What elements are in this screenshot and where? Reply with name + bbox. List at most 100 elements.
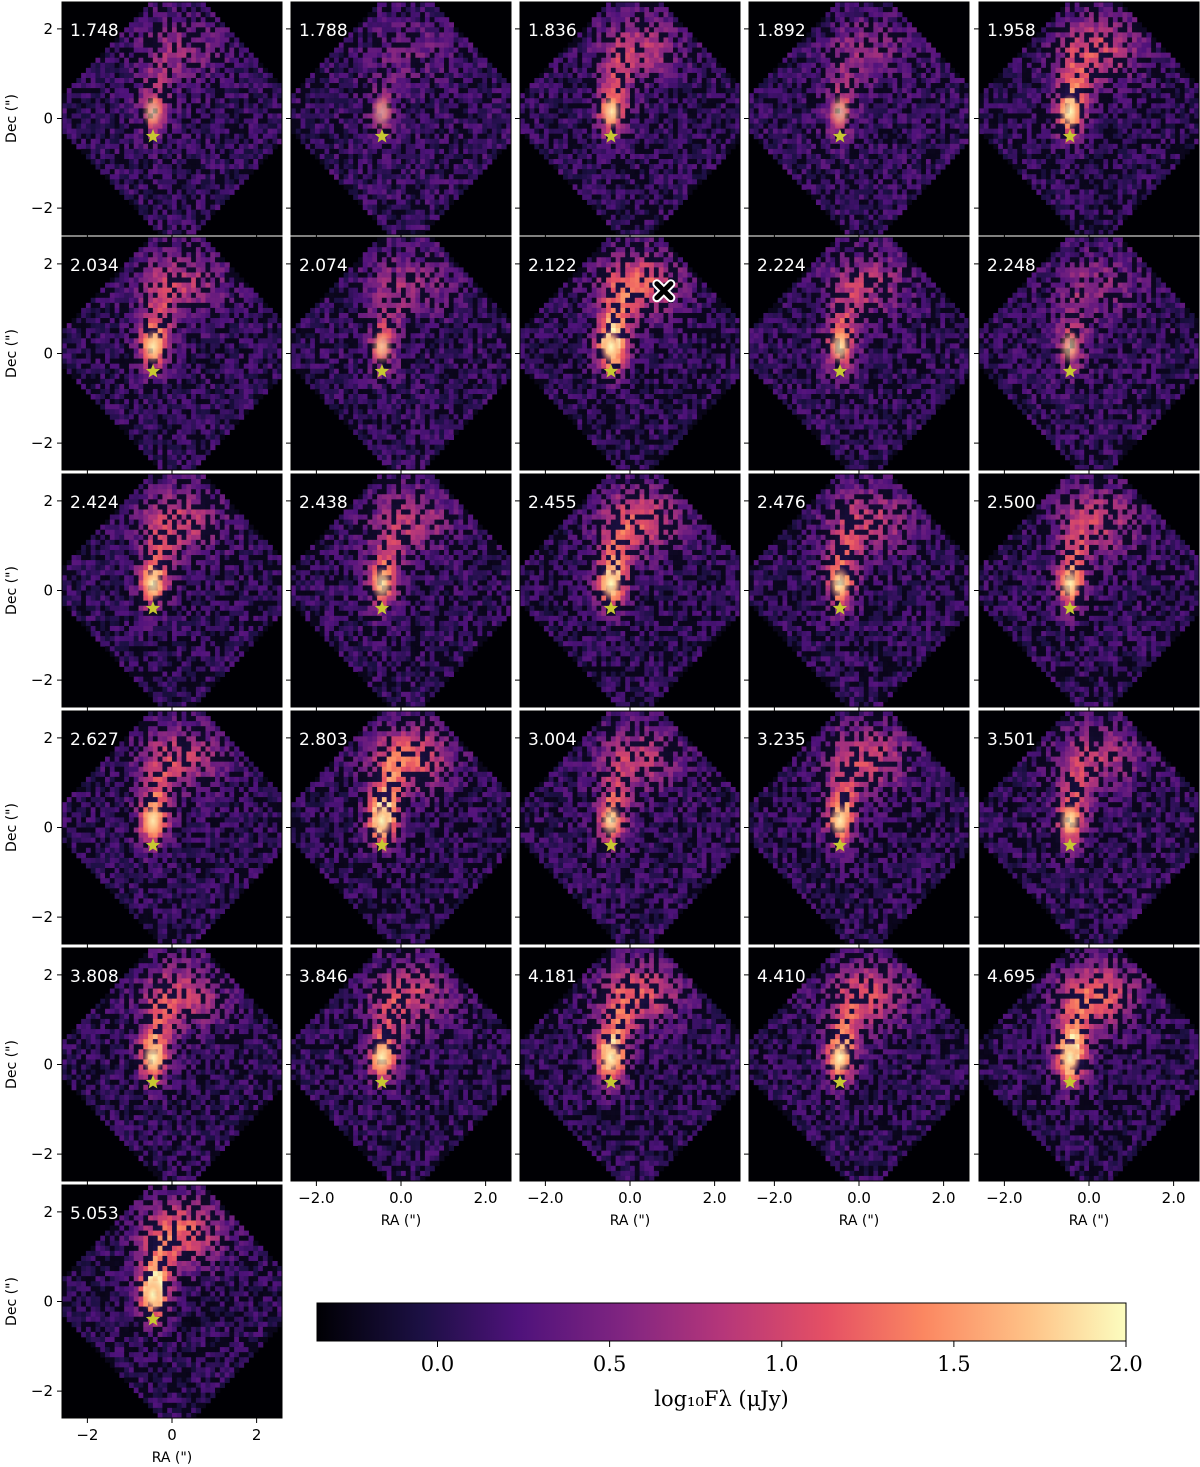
panel-1.836: 1.836 bbox=[515, 1, 741, 240]
flux-map bbox=[520, 237, 740, 470]
panel-label: 1.788 bbox=[299, 21, 348, 41]
star-marker bbox=[603, 837, 619, 852]
panel-label: 2.034 bbox=[70, 256, 119, 276]
panel-2.803: 2.803 bbox=[286, 710, 512, 949]
panel-2.248: 2.248 bbox=[974, 236, 1200, 475]
colorbar: 0.0 0.5 1.0 1.5 2.0 log₁₀Fλ (μJy) bbox=[316, 1302, 1143, 1411]
star-marker bbox=[1062, 1074, 1078, 1089]
panel-label: 2.476 bbox=[757, 493, 806, 513]
x-tick-label: −2.0 bbox=[756, 1189, 792, 1207]
flux-map bbox=[291, 2, 511, 235]
panel-1.892: 1.892 bbox=[744, 1, 970, 240]
panel-1.788: 1.788 bbox=[286, 1, 512, 240]
panel-2.438: 2.438 bbox=[286, 473, 512, 712]
panel-label: 2.438 bbox=[299, 493, 348, 513]
x-tick-label: −2.0 bbox=[298, 1189, 334, 1207]
y-axis-label: Dec (") bbox=[4, 1277, 20, 1326]
star-marker bbox=[374, 837, 390, 852]
star-marker bbox=[1062, 600, 1078, 615]
nucleus-emission bbox=[599, 93, 622, 130]
panel-2.424: 2.424 2 0 −2 Dec (") bbox=[4, 473, 283, 712]
star-marker bbox=[145, 600, 161, 615]
flux-map bbox=[520, 2, 740, 235]
star-marker bbox=[1062, 128, 1078, 143]
flux-map bbox=[62, 1185, 282, 1418]
x-axis-label: RA (") bbox=[610, 1213, 651, 1229]
flux-map bbox=[979, 237, 1199, 470]
star-marker bbox=[603, 128, 619, 143]
y-tick-label: −2 bbox=[31, 1382, 53, 1400]
y-tick-label: 0 bbox=[43, 1293, 53, 1311]
star-marker bbox=[832, 837, 848, 852]
colorbar-tick-label: 1.0 bbox=[765, 1352, 798, 1376]
panel-4.695: 4.695 −2.0 0.0 2.0 RA (") bbox=[974, 947, 1200, 1229]
nucleus-emission bbox=[828, 565, 851, 602]
panel-label: 2.248 bbox=[987, 256, 1036, 276]
flux-map bbox=[979, 2, 1199, 235]
nucleus-emission bbox=[1058, 328, 1081, 365]
panel-5.053: 5.053 2 0 −2 Dec (") −2 0 2 RA (") bbox=[4, 1184, 283, 1466]
star-marker bbox=[374, 600, 390, 615]
panel-label: 2.122 bbox=[528, 256, 577, 276]
colorbar-gradient bbox=[316, 1302, 1127, 1342]
star-marker bbox=[603, 1074, 619, 1089]
x-tick-label: 2 bbox=[252, 1426, 262, 1444]
panel-label: 3.808 bbox=[70, 967, 119, 987]
star-marker bbox=[832, 600, 848, 615]
x-axis-label: RA (") bbox=[381, 1213, 422, 1229]
x-tick-label: 2.0 bbox=[703, 1189, 727, 1207]
star-marker bbox=[145, 837, 161, 852]
x-tick-label: 0.0 bbox=[1077, 1189, 1101, 1207]
panel-label: 1.892 bbox=[757, 21, 806, 41]
y-tick-label: −2 bbox=[31, 671, 53, 689]
cross-marker bbox=[652, 279, 676, 303]
panel-3.501: 3.501 bbox=[974, 710, 1200, 949]
nucleus-emission bbox=[370, 328, 393, 365]
x-tick-label: 2.0 bbox=[474, 1189, 498, 1207]
panel-2.224: 2.224 bbox=[744, 236, 970, 475]
star-marker bbox=[832, 128, 848, 143]
x-axis-label: RA (") bbox=[152, 1450, 193, 1466]
panel-label: 1.958 bbox=[987, 21, 1036, 41]
star-marker bbox=[832, 1074, 848, 1089]
flux-map bbox=[520, 948, 740, 1181]
nucleus-emission bbox=[1058, 565, 1081, 602]
panel-label: 3.846 bbox=[299, 967, 348, 987]
panel-3.846: 3.846 −2.0 0.0 2.0 RA (") bbox=[286, 947, 512, 1229]
flux-map bbox=[749, 2, 969, 235]
panel-label: 2.627 bbox=[70, 730, 119, 750]
flux-map bbox=[62, 2, 282, 235]
y-tick-label: 2 bbox=[43, 966, 53, 984]
colorbar-label: log₁₀Fλ (μJy) bbox=[654, 1387, 789, 1411]
y-tick-label: 2 bbox=[43, 729, 53, 747]
y-tick-label: −2 bbox=[31, 908, 53, 926]
flux-map bbox=[291, 948, 511, 1181]
flux-map bbox=[62, 474, 282, 707]
flux-map bbox=[979, 474, 1199, 707]
star-marker bbox=[145, 1311, 161, 1326]
colorbar-tick-label: 2.0 bbox=[1109, 1352, 1142, 1376]
y-tick-label: 2 bbox=[43, 492, 53, 510]
nucleus-emission bbox=[141, 1276, 164, 1313]
flux-map bbox=[520, 711, 740, 944]
flux-map bbox=[979, 711, 1199, 944]
nucleus-emission bbox=[828, 328, 851, 365]
nucleus-emission bbox=[1058, 802, 1081, 839]
y-tick-label: −2 bbox=[31, 1145, 53, 1163]
y-tick-label: 0 bbox=[43, 1056, 53, 1074]
panel-label: 1.748 bbox=[70, 21, 119, 41]
x-axis-label: RA (") bbox=[839, 1213, 880, 1229]
y-axis-label: Dec (") bbox=[4, 803, 20, 852]
panel-label: 4.181 bbox=[528, 967, 577, 987]
nucleus-emission bbox=[141, 328, 164, 365]
nucleus-emission bbox=[828, 93, 851, 130]
panel-label: 2.074 bbox=[299, 256, 348, 276]
x-tick-label: 0.0 bbox=[618, 1189, 642, 1207]
x-axis-label: RA (") bbox=[1069, 1213, 1110, 1229]
panel-label: 4.410 bbox=[757, 967, 806, 987]
nucleus-emission bbox=[141, 565, 164, 602]
nucleus-emission bbox=[370, 565, 393, 602]
nucleus-emission bbox=[1058, 93, 1081, 130]
panel-2.476: 2.476 bbox=[744, 473, 970, 712]
